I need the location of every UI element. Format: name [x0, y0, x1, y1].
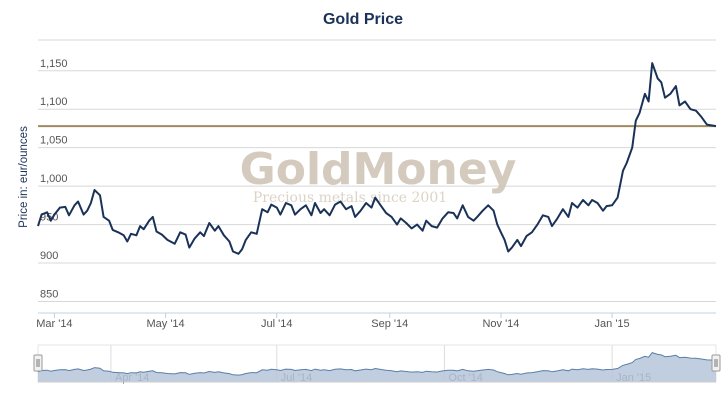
x-tick-label: Sep '14: [371, 318, 408, 330]
x-tick-label: May '14: [146, 318, 184, 330]
x-tick-label: Jul '14: [261, 318, 292, 330]
chart-title: Gold Price: [323, 11, 403, 28]
x-axis-ticks: Mar '14 May '14 Jul '14 Sep '14 Nov '14 Jan '…: [36, 313, 630, 330]
gold-price-series-line[interactable]: [37, 62, 717, 255]
x-tick-label: Mar '14: [36, 318, 72, 330]
x-tick-label: Nov '14: [482, 318, 519, 330]
navigator-line: [37, 352, 717, 376]
navigator-right-handle[interactable]: [711, 354, 721, 372]
grid-lines: [38, 39, 716, 302]
watermark: GoldMoney Precious metals since 2001: [240, 144, 517, 206]
watermark-tagline: Precious metals since 2001: [253, 190, 447, 206]
y-tick-label: 1,050: [40, 135, 68, 147]
y-tick-label: 1,100: [40, 96, 68, 108]
watermark-brand: GoldMoney: [240, 144, 517, 195]
navigator-area: [38, 352, 716, 382]
navigator-left-handle[interactable]: [33, 354, 43, 372]
y-axis-label: Price in: eur/ounces: [18, 126, 30, 228]
y-tick-label: 900: [40, 250, 58, 262]
y-tick-label: 1,000: [40, 173, 68, 185]
y-tick-label: 850: [40, 288, 58, 300]
y-tick-label: 1,150: [40, 58, 68, 70]
x-tick-label: Jan '15: [595, 318, 630, 330]
